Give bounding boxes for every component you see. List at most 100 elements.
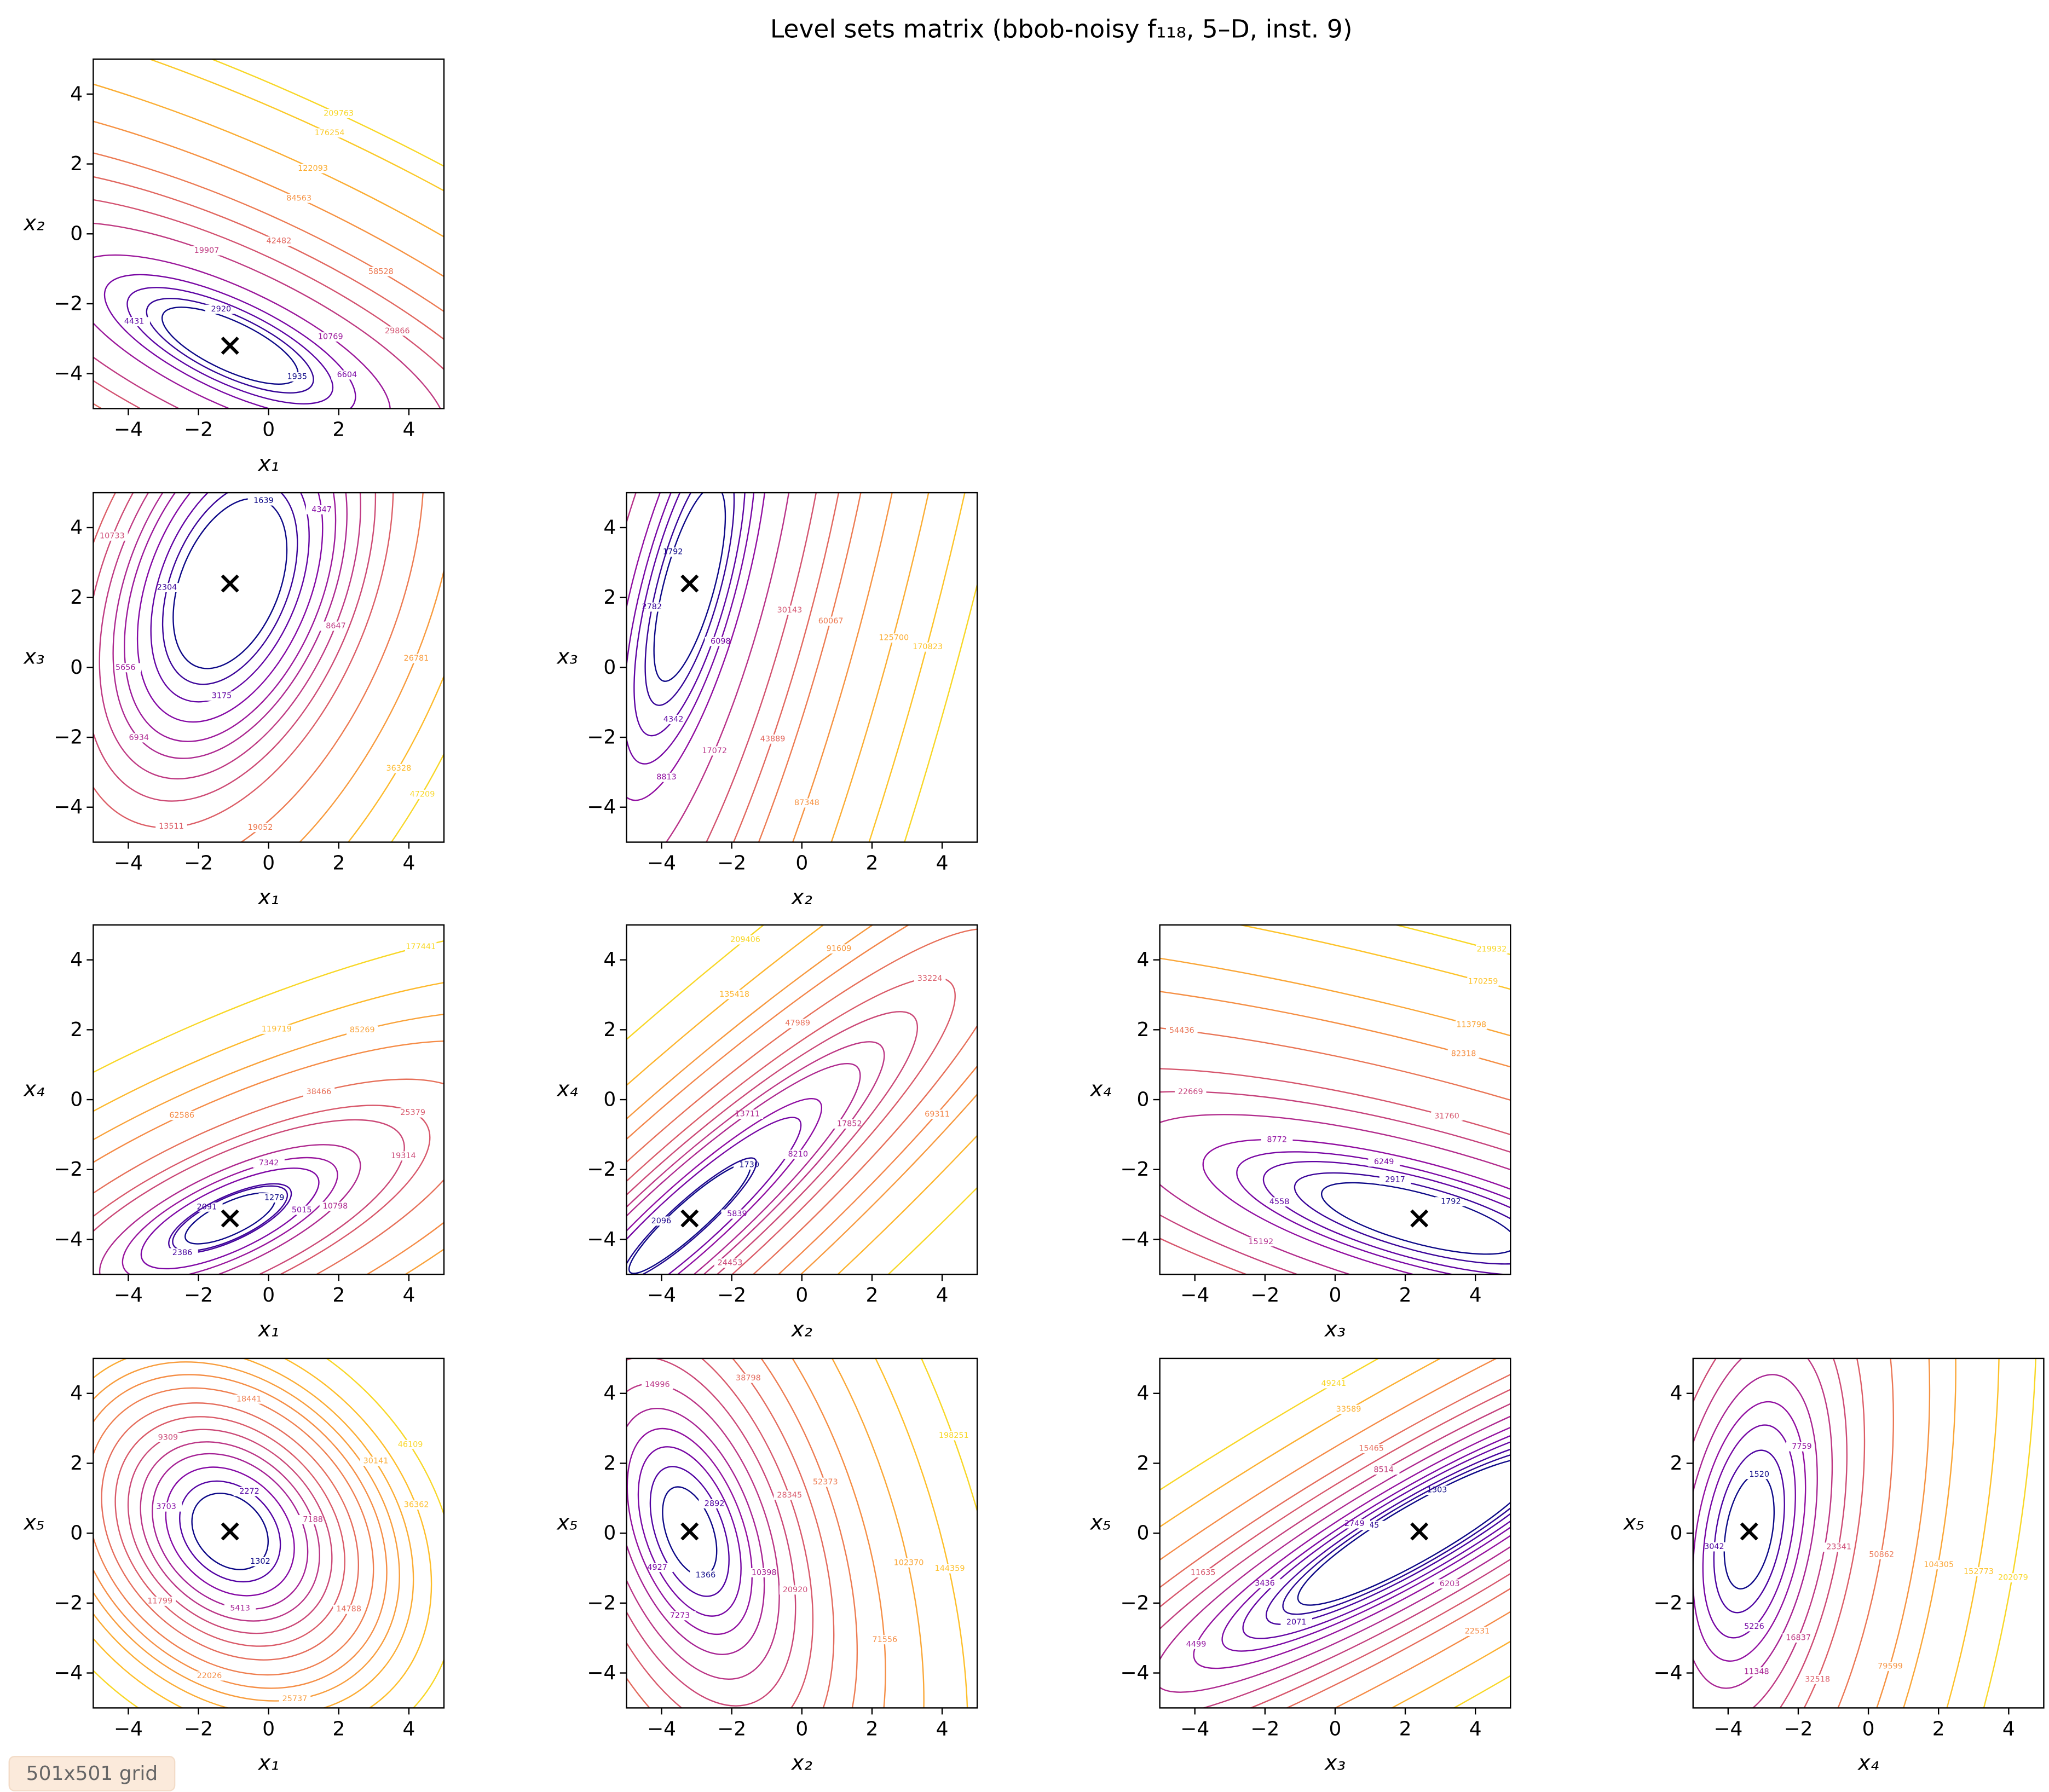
y-tick-label: −4: [587, 1662, 616, 1684]
contour-line: [626, 1117, 802, 1275]
contour-label: 1730: [739, 1160, 759, 1169]
y-axis-label: x₄: [1090, 1077, 1111, 1101]
contour-label-bg: [1997, 1573, 2029, 1583]
y-tick-label: 0: [70, 656, 83, 679]
contour-label: 11635: [1191, 1569, 1216, 1577]
contour-label: 25379: [400, 1108, 425, 1117]
x-axis-label: x₃: [1324, 1751, 1346, 1776]
contour-label: 4342: [663, 715, 684, 724]
contour-label: 52373: [813, 1478, 838, 1487]
contour-label: 47989: [785, 1019, 810, 1028]
contour-label-bg: [382, 326, 413, 336]
contour-line: [626, 976, 956, 1275]
y-tick-label: −4: [54, 1662, 83, 1684]
contour-line: [93, 493, 425, 842]
contour-line: [637, 1446, 742, 1617]
contour-label-bg: [360, 1456, 392, 1466]
y-axis-label: x₅: [23, 1510, 44, 1535]
x-tick-label: 4: [936, 852, 949, 874]
contour-line: [626, 1358, 968, 1708]
x-tick-label: −4: [1713, 1718, 1742, 1740]
contour-line: [93, 1387, 374, 1676]
y-tick-label: −4: [1120, 1662, 1149, 1684]
contour-label-bg: [1923, 1560, 1955, 1570]
contour-line: [93, 1358, 432, 1708]
y-tick-label: 2: [603, 1019, 616, 1041]
x-tick-label: −2: [717, 1718, 746, 1740]
contour-label: 1279: [264, 1193, 285, 1202]
contour-label: 2386: [172, 1248, 193, 1257]
contour-label: 42482: [267, 237, 292, 246]
contour-label: 31760: [1434, 1112, 1459, 1120]
contour-label-bg: [791, 798, 823, 808]
contour-line: [653, 493, 726, 682]
contour-label-bg: [1455, 1020, 1487, 1030]
y-tick-label: −4: [587, 796, 616, 818]
contour-label-bg: [1187, 1568, 1219, 1578]
contour-label: 4499: [1186, 1640, 1207, 1649]
contour-label: 198251: [939, 1431, 969, 1440]
y-tick-label: −2: [1654, 1592, 1683, 1614]
contour-line: [1702, 1424, 1796, 1639]
contour-line: [626, 493, 757, 765]
contour-label-bg: [641, 1563, 673, 1573]
y-tick-label: −4: [1654, 1662, 1683, 1684]
contour-label-bg: [233, 1487, 265, 1496]
contour-label-bg: [397, 1108, 429, 1118]
contour-label: 19052: [248, 823, 273, 832]
y-tick-label: −2: [54, 1592, 83, 1614]
contour-label-bg: [1743, 1470, 1775, 1479]
contour-label: 6098: [711, 637, 731, 646]
contour-label-bg: [1874, 1662, 1906, 1671]
contour-label-bg: [782, 1149, 814, 1159]
contour-label-bg: [400, 654, 432, 663]
contour-label-bg: [642, 1380, 673, 1390]
x-tick-label: 0: [1329, 1284, 1341, 1307]
contour-label-bg: [150, 1502, 182, 1512]
contour-label: 1520: [1749, 1470, 1769, 1479]
contour-line: [93, 493, 394, 829]
contour-label: 8813: [656, 773, 677, 782]
x-tick-label: 2: [1399, 1284, 1412, 1307]
y-tick-label: 4: [1137, 1382, 1150, 1404]
contour-label: 33589: [1336, 1405, 1361, 1414]
contour-line: [626, 493, 867, 842]
contour-line: [1297, 1457, 1511, 1606]
x-tick-label: 2: [1932, 1718, 1945, 1740]
contour-label-bg: [732, 1373, 764, 1383]
contour-label-bg: [297, 164, 329, 174]
contour-label-bg: [261, 1025, 293, 1034]
x-tick-label: −2: [1250, 1284, 1279, 1307]
contour-label: 3042: [1704, 1542, 1724, 1551]
contour-label: 11799: [147, 1597, 172, 1605]
contour-line: [626, 493, 939, 842]
contour-label: 10733: [100, 531, 125, 540]
contour-line: [146, 298, 314, 394]
contour-label: 19314: [391, 1152, 416, 1160]
x-tick-label: −4: [114, 1284, 143, 1307]
contour-label: 1639: [253, 496, 274, 505]
contour-label: 32518: [1805, 1675, 1830, 1684]
contour-label-bg: [729, 935, 761, 945]
contour-label: 8514: [1373, 1466, 1394, 1475]
contour-label-bg: [815, 616, 847, 626]
y-tick-label: 4: [70, 516, 83, 539]
contour-line: [172, 1185, 288, 1252]
contour-label: 2071: [1286, 1618, 1307, 1627]
contour-label-bg: [774, 605, 806, 615]
contour-label: 28345: [777, 1491, 802, 1500]
contour-label: 219932: [1476, 945, 1507, 953]
y-tick-label: −2: [54, 1158, 83, 1181]
contour-label-bg: [714, 1258, 746, 1268]
contour-label: 122093: [298, 164, 328, 173]
x-tick-label: 0: [262, 418, 275, 441]
contour-label: 58528: [368, 267, 394, 276]
x-tick-label: 4: [1469, 1284, 1482, 1307]
minimum-marker: [221, 337, 239, 355]
contour-line: [93, 1374, 388, 1689]
contour-label: 91609: [827, 945, 852, 953]
contour-line: [126, 287, 334, 405]
contour-line: [165, 1466, 295, 1597]
